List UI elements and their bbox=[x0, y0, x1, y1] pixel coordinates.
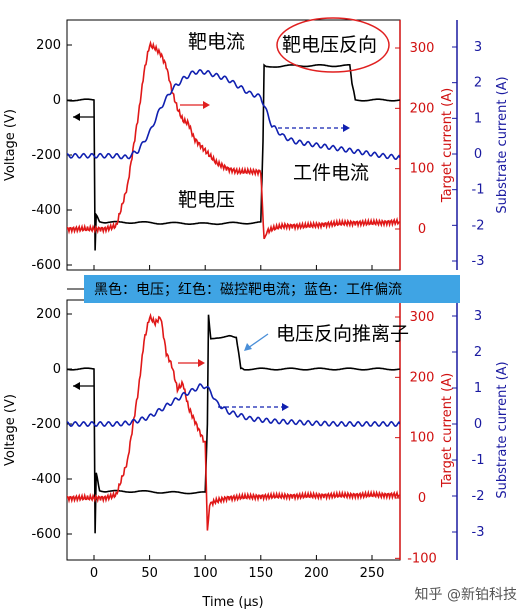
bottom-substrate-tick-label: 0 bbox=[474, 417, 482, 432]
bottom-target-tick-label: 0 bbox=[418, 491, 426, 506]
annotation-highlight-ellipse bbox=[276, 17, 390, 73]
bottom-target-tick-label: 200 bbox=[410, 370, 435, 385]
top-target-tick-label: 200 bbox=[410, 101, 435, 116]
top-series-substrate-current bbox=[67, 69, 400, 161]
arrowhead-substrate-axis-bottom bbox=[282, 403, 289, 411]
annotation-target-voltage: 靶电压 bbox=[178, 189, 235, 211]
bottom-series-target-current bbox=[67, 312, 400, 531]
top-voltage-tick-label: -200 bbox=[31, 148, 61, 163]
bottom-substrate-tick-label: 3 bbox=[474, 309, 482, 324]
annotation-substrate-current: 工件电流 bbox=[293, 162, 369, 184]
top-target-axis-label: Target current (A) bbox=[440, 88, 455, 203]
top-substrate-axis-label: Substrate current (A) bbox=[495, 76, 510, 213]
bottom-substrate-tick-label: 2 bbox=[474, 345, 482, 360]
arrowhead-pointer-reverse bbox=[244, 343, 252, 351]
top-series-target-current bbox=[67, 40, 400, 240]
top-substrate-tick-label: -2 bbox=[472, 218, 485, 233]
legend-banner bbox=[84, 275, 460, 303]
top-plot-frame bbox=[66, 19, 401, 271]
arrowhead-target-axis-bottom bbox=[198, 359, 205, 367]
bottom-substrate-axis-label: Substrate current (A) bbox=[495, 361, 510, 498]
arrowhead-substrate-axis-top bbox=[343, 124, 350, 132]
bottom-substrate-tick-label: -2 bbox=[472, 489, 485, 504]
time-tick-label: 0 bbox=[90, 566, 98, 581]
bottom-substrate-tick-label: 1 bbox=[474, 381, 482, 396]
top-substrate-tick-label: 0 bbox=[474, 147, 482, 162]
annotation-target-current: 靶电流 bbox=[188, 31, 245, 53]
bottom-voltage-tick-label: -400 bbox=[31, 472, 61, 487]
top-series-voltage bbox=[67, 63, 400, 251]
time-tick-label: 250 bbox=[360, 566, 385, 581]
bottom-voltage-tick-label: 0 bbox=[53, 362, 61, 377]
bottom-series-voltage bbox=[67, 314, 400, 534]
bottom-target-axis-label: Target current (A) bbox=[440, 373, 455, 488]
top-voltage-tick-label: 0 bbox=[53, 93, 61, 108]
time-tick-label: 50 bbox=[141, 566, 158, 581]
time-tick-label: 200 bbox=[304, 566, 329, 581]
watermark-text: 知乎 @新铂科技 bbox=[414, 587, 517, 603]
arrow-pointer-reverse bbox=[247, 333, 269, 349]
top-voltage-axis-label: Voltage (V) bbox=[3, 109, 18, 181]
arrowhead-target-axis-top bbox=[203, 101, 210, 109]
top-target-tick-label: 300 bbox=[410, 41, 435, 56]
bottom-target-tick-label: 300 bbox=[410, 310, 435, 325]
top-substrate-tick-label: -1 bbox=[472, 183, 485, 198]
legend-note: 黑色：电压；红色：磁控靶电流；蓝色：工件偏流 bbox=[94, 282, 402, 298]
bottom-target-tick-label: 100 bbox=[410, 431, 435, 446]
bottom-voltage-tick-label: -600 bbox=[31, 527, 61, 542]
arrowhead-voltage-axis-bottom bbox=[73, 382, 80, 390]
top-target-tick-label: 0 bbox=[418, 222, 426, 237]
bottom-substrate-tick-label: -1 bbox=[472, 453, 485, 468]
bottom-substrate-tick-label: -3 bbox=[472, 525, 485, 540]
arrowhead-voltage-axis-top bbox=[73, 113, 80, 121]
top-target-tick-label: 100 bbox=[410, 162, 435, 177]
bottom-voltage-tick-label: 200 bbox=[36, 307, 61, 322]
top-substrate-tick-label: 3 bbox=[474, 40, 482, 55]
bottom-target-tick-label: -100 bbox=[407, 551, 437, 566]
top-voltage-tick-label: -400 bbox=[31, 203, 61, 218]
time-axis-label: Time (μs) bbox=[201, 595, 263, 610]
top-substrate-tick-label: -3 bbox=[472, 254, 485, 269]
time-tick-label: 100 bbox=[193, 566, 218, 581]
bottom-voltage-axis-label: Voltage (V) bbox=[3, 394, 18, 466]
top-substrate-tick-label: 1 bbox=[474, 111, 482, 126]
bottom-series-substrate-current bbox=[67, 383, 400, 427]
annotation-reverse-push-ions: 电压反向推离子 bbox=[276, 323, 409, 345]
top-voltage-tick-label: 200 bbox=[36, 38, 61, 53]
bottom-voltage-tick-label: -200 bbox=[31, 417, 61, 432]
time-tick-label: 150 bbox=[248, 566, 273, 581]
annotation-voltage-reverse: 靶电压反向 bbox=[282, 34, 377, 56]
top-substrate-tick-label: 2 bbox=[474, 76, 482, 91]
top-voltage-tick-label: -600 bbox=[31, 258, 61, 273]
